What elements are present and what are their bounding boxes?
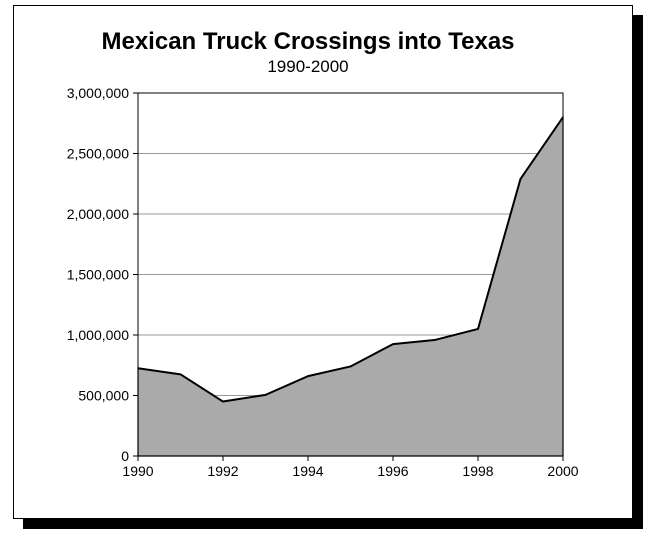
y-tick-label: 2,500,000 (67, 146, 129, 162)
data-point (391, 342, 395, 346)
x-tick-label: 1990 (122, 463, 153, 479)
chart-title: Mexican Truck Crossings into Texas (101, 28, 514, 55)
chart-subtitle: 1990-2000 (267, 57, 348, 76)
data-point (179, 372, 183, 376)
y-tick-labels: 0 500,000 1,000,000 1,500,000 2,000,000 2,500… (67, 85, 130, 464)
x-tick-label: 1998 (462, 463, 493, 479)
y-tick-label: 1,000,000 (67, 327, 129, 343)
series-area (137, 115, 564, 457)
data-point (264, 393, 268, 397)
x-tick-label: 1996 (377, 463, 408, 479)
data-point (221, 400, 225, 404)
y-tick-label: 0 (121, 448, 129, 464)
x-tick-labels: 1990 1992 1994 1996 1998 2000 (122, 463, 578, 479)
data-point (349, 364, 353, 368)
x-tick-label: 1994 (292, 463, 323, 479)
x-tick-label: 2000 (547, 463, 578, 479)
y-tick-label: 500,000 (78, 388, 129, 404)
data-point (306, 374, 310, 378)
data-point (476, 327, 480, 331)
y-tick-label: 3,000,000 (67, 85, 129, 101)
data-point (519, 177, 523, 181)
y-tick-label: 1,500,000 (67, 267, 129, 283)
y-tick-label: 2,000,000 (67, 206, 129, 222)
x-tick-label: 1992 (207, 463, 238, 479)
plot-border (137, 92, 564, 457)
data-point (434, 338, 438, 342)
series-area-layer (137, 115, 564, 457)
series-line (137, 116, 564, 403)
axes (133, 92, 564, 461)
